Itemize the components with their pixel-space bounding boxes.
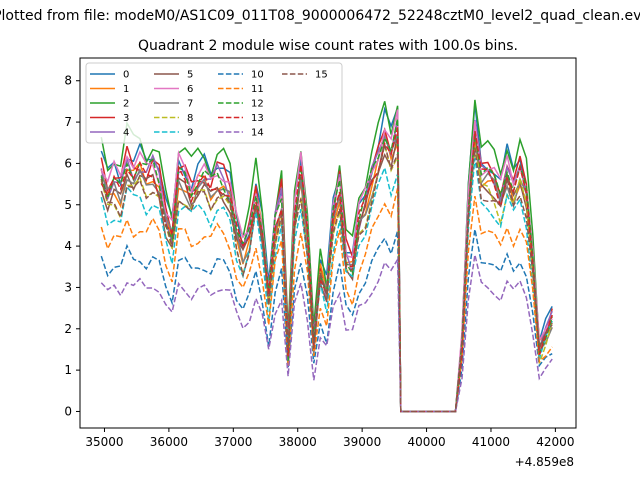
series-line-5 [100,131,553,413]
legend-label-2: 2 [123,99,129,110]
x-axis: 35000 36000 37000 38000 39000 40000 41000 42000 [85,428,574,449]
y-tick-label: 7 [64,115,72,129]
legend-label-6: 6 [187,84,193,95]
y-tick-label: 2 [64,322,72,336]
series-line-3 [100,117,553,413]
figure-suptitle: Plotted from file: modeM0/AS1C09_011T08_… [0,8,640,24]
legend-label-0: 0 [123,70,129,81]
series-line-10 [100,229,553,413]
plot-frame [79,57,577,429]
legend-box [85,62,343,144]
y-tick-label: 3 [64,280,72,294]
y-axis: 0 1 2 3 4 5 6 7 8 [64,74,80,418]
y-tick-label: 4 [64,239,72,253]
legend-label-15: 15 [315,70,328,81]
x-tick-label: 36000 [150,435,188,449]
series-line-13 [100,127,553,413]
y-tick-label: 1 [64,363,72,377]
x-tick-label: 35000 [85,435,123,449]
legend-label-14: 14 [251,128,264,139]
x-tick-label: 38000 [279,435,317,449]
legend-label-13: 13 [251,113,264,124]
legend-label-9: 9 [187,128,193,139]
series-line-0 [100,103,553,413]
legend-label-10: 10 [251,70,264,81]
legend-label-5: 5 [187,70,193,81]
legend-label-7: 7 [187,99,193,110]
legend-label-12: 12 [251,99,264,110]
series-line-14 [100,254,553,413]
y-tick-label: 0 [64,404,72,418]
chart-title: Quadrant 2 module wise count rates with … [138,38,518,54]
y-tick-label: 8 [64,74,72,88]
legend-label-4: 4 [123,128,129,139]
x-tick-label: 39000 [343,435,381,449]
x-tick-label: 41000 [472,435,510,449]
x-tick-label: 37000 [214,435,252,449]
y-tick-label: 5 [64,198,72,212]
legend-label-3: 3 [123,113,129,124]
legend-label-8: 8 [187,113,193,124]
series-line-7 [100,133,553,413]
series-line-9 [100,158,553,413]
series-layer [100,99,553,413]
x-offset-label: +4.859e8 [515,455,574,469]
legend-label-11: 11 [251,84,264,95]
series-line-6 [100,109,553,413]
y-tick-label: 6 [64,156,72,170]
x-tick-label: 40000 [407,435,445,449]
series-line-11 [100,188,553,413]
series-line-2 [100,99,553,413]
legend-label-1: 1 [123,84,129,95]
series-line-15 [100,144,553,413]
x-tick-label: 42000 [536,435,574,449]
